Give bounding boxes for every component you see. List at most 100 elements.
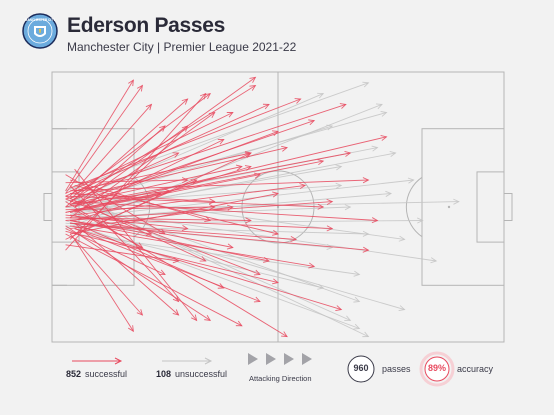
successful-pass-7-head — [158, 269, 166, 276]
successful-pass-0-line — [65, 85, 143, 194]
successful-pass-34-head — [326, 198, 334, 205]
successful-pass-64-head — [272, 191, 280, 198]
successful-pass-31-line — [65, 230, 279, 284]
successful-pass-39-head — [335, 305, 343, 311]
successful-pass-55 — [70, 193, 216, 205]
successful-pass-67 — [69, 111, 216, 219]
unsuccessful-pass-20-line — [70, 184, 342, 205]
unsuccessful-pass-14-head — [407, 177, 415, 184]
successful-pass-35-head — [308, 262, 316, 269]
successful-pass-18-line — [65, 225, 211, 321]
successful-pass-32-head — [308, 119, 316, 126]
successful-pass-68 — [74, 222, 180, 316]
successful-pass-3-head — [159, 125, 166, 132]
successful-pass-2-head — [128, 79, 134, 87]
unsuccessful-pass-8-head — [371, 145, 379, 152]
unsuccessful-pass-21-head — [453, 198, 460, 205]
unsuccessful-pass-0 — [69, 92, 325, 203]
unsuccessful-pass-7-head — [362, 81, 370, 88]
successful-pass-29-head — [299, 183, 307, 190]
passes-label: passes — [382, 364, 411, 374]
successful-pass-27-head — [294, 98, 302, 104]
successful-pass-32 — [69, 119, 316, 205]
successful-pass-38 — [70, 217, 334, 232]
right-penalty-spot — [447, 205, 451, 209]
successful-pass-20-head — [262, 103, 270, 110]
successful-pass-59-head — [136, 242, 144, 249]
successful-pass-11 — [69, 92, 212, 200]
successful-pass-57-head — [181, 225, 189, 232]
successful-pass-0 — [65, 84, 143, 194]
successful-pass-69-line — [65, 195, 324, 208]
successful-pass-61-head — [226, 204, 234, 211]
unsuccessful-pass-11-head — [353, 270, 361, 277]
unsuccessful-pass-2-head — [335, 164, 343, 171]
successful-passes — [65, 76, 388, 338]
unsuccessful-pass-20 — [70, 182, 343, 205]
unsuccessful-pass-3-head — [344, 204, 352, 211]
successful-pass-63-line — [65, 195, 206, 262]
successful-pass-48-line — [65, 93, 207, 251]
unsuccessful-label: unsuccessful — [175, 369, 228, 379]
successful-pass-52 — [70, 222, 370, 253]
successful-pass-2 — [65, 79, 134, 192]
successful-pass-45 — [65, 244, 180, 264]
successful-pass-41-head — [204, 216, 212, 222]
successful-pass-27 — [69, 98, 302, 189]
successful-pass-69 — [65, 195, 325, 210]
successful-pass-46-head — [172, 295, 180, 303]
successful-pass-45-line — [65, 244, 179, 262]
successful-pass-23-head — [245, 217, 252, 224]
unsuccessful-pass-9-head — [385, 190, 393, 197]
successful-pass-44-line — [69, 125, 188, 240]
successful-pass-35 — [70, 225, 316, 269]
successful-pass-67-head — [208, 111, 216, 119]
successful-pass-68-line — [74, 222, 179, 316]
accuracy-label: accuracy — [457, 364, 494, 374]
successful-pass-8-head — [136, 309, 144, 316]
successful-pass-9-line — [74, 239, 134, 332]
successful-pass-26-head — [235, 320, 243, 327]
successful-pass-19-head — [249, 84, 257, 91]
passes-badge-icon — [347, 355, 375, 383]
successful-pass-57-line — [65, 214, 188, 230]
successful-pass-28 — [65, 145, 289, 200]
manchester-city-crest-icon: MANCHESTER CITY — [22, 13, 58, 49]
successful-pass-11-head — [204, 92, 212, 100]
unsuccessful-pass-12-head — [398, 305, 406, 312]
successful-pass-31-head — [272, 278, 280, 285]
successful-pass-33-line — [74, 160, 324, 211]
successful-pass-15 — [65, 204, 216, 211]
successful-pass-66 — [65, 152, 252, 240]
successful-pass-59-line — [74, 209, 143, 248]
unsuccessful-pass-13-head — [380, 110, 388, 117]
unsuccessful-pass-22 — [65, 103, 383, 230]
successful-pass-16-head — [226, 243, 234, 250]
successful-pass-65 — [74, 184, 280, 236]
successful-pass-22-head — [253, 172, 261, 179]
successful-pass-2-line — [65, 79, 134, 192]
successful-pass-35-line — [70, 225, 315, 267]
successful-pass-1-head — [145, 103, 153, 111]
header: MANCHESTER CITY Ederson Passes Mancheste… — [22, 12, 542, 58]
unsuccessful-pass-19-head — [353, 323, 361, 330]
successful-pass-57 — [65, 214, 189, 232]
unsuccessful-pass-18-head — [389, 151, 397, 157]
unsuccessful-pass-15-head — [417, 217, 424, 224]
successful-pass-59 — [74, 209, 144, 249]
successful-pass-18 — [65, 225, 212, 321]
successful-pass-46-line — [69, 185, 179, 302]
unsuccessful-pass-20-head — [335, 182, 343, 189]
unsuccessful-pass-14-line — [74, 179, 414, 219]
legend: 852 successful 108 unsuccessful Attacking … — [0, 350, 554, 390]
unsuccessful-pass-22-head — [375, 103, 383, 110]
successful-pass-63-head — [199, 256, 207, 262]
successful-pass-54-head — [281, 331, 288, 338]
successful-pass-36-head — [339, 103, 347, 109]
successful-pass-10 — [65, 98, 189, 208]
unsuccessful-count: 108 — [156, 369, 172, 379]
successful-pass-53 — [74, 76, 257, 208]
unsuccessful-pass-16-head — [430, 257, 438, 264]
successful-label: successful — [85, 369, 128, 379]
